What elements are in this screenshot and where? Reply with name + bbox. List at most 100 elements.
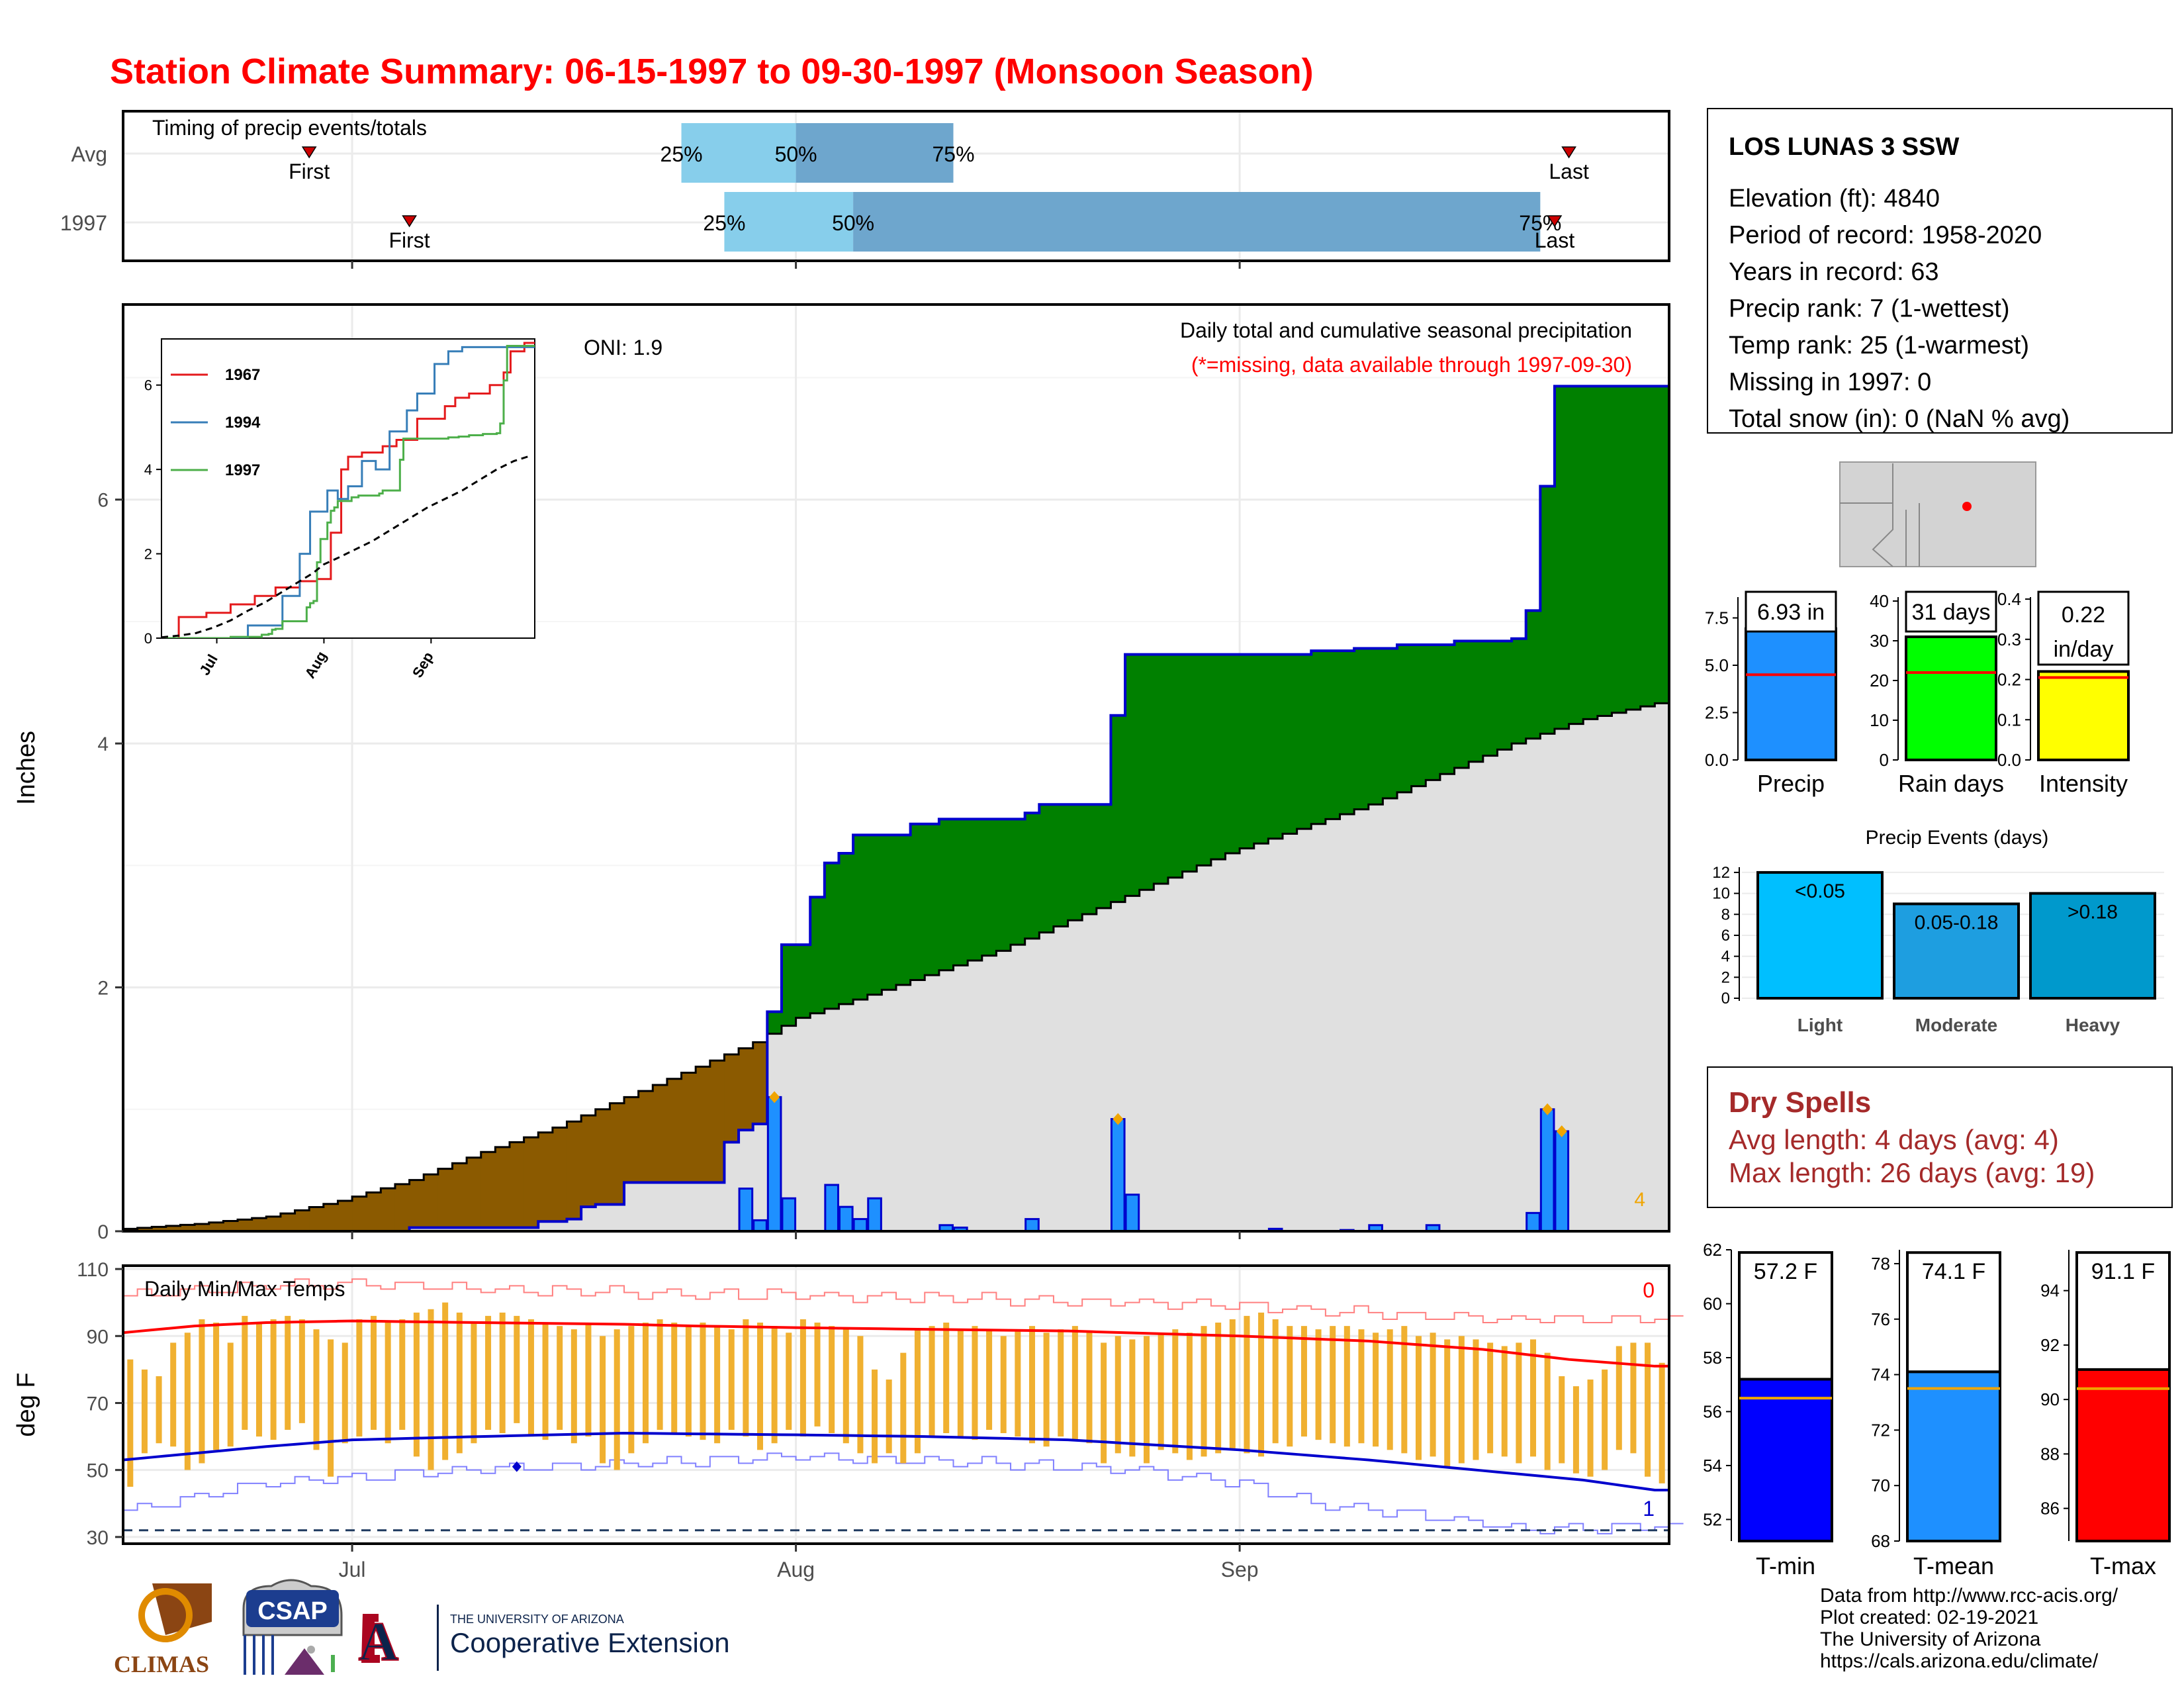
precip-ytick-label: 0 (97, 1221, 109, 1243)
inset-legend-label: 1994 (225, 414, 261, 432)
hot-count: 0 (1643, 1278, 1655, 1302)
inset-ytick-label: 0 (144, 630, 152, 647)
ua-extension-logo: A THE UNIVERSITY OF ARIZONA Cooperative … (358, 1605, 730, 1673)
surplus-area (1039, 804, 1054, 933)
station-info-line: Temp rank: 25 (1-warmest) (1729, 332, 2029, 359)
extreme-precip-marker (1556, 1125, 1567, 1137)
station-location-dot (1962, 502, 1972, 511)
timing-avg-first-label: First (289, 160, 330, 183)
surplus-area (1554, 386, 1570, 729)
surplus-area (1454, 641, 1469, 768)
deficit-area (724, 1054, 739, 1143)
stat-rain-days-tick-label: 0 (1880, 750, 1889, 770)
stat-precip-tick-label: 2.5 (1705, 702, 1729, 722)
page-title: Station Climate Summary: 06-15-1997 to 0… (110, 52, 1314, 91)
timing-1997-q25-q50 (724, 192, 854, 252)
precip-events-panel: Precip Events (days) 0 2 4 6 8 10 12 <0.05 Light… (1712, 827, 2164, 1035)
timing-1997-first-marker (402, 215, 417, 228)
surplus-area (1569, 386, 1584, 724)
stat-rain-days-value-box (1905, 590, 1997, 633)
timing-avg-q25-label: 25% (660, 142, 703, 166)
extreme-precip-marker (769, 1091, 780, 1103)
daily-precip-bar (852, 1218, 868, 1233)
surplus-area (1325, 651, 1341, 820)
temps-panel: 30 50 70 90 110 Jul Aug Sep Daily Min/Max Temps… (13, 1259, 1684, 1581)
events-bar-label: Moderate (1915, 1015, 1997, 1035)
stat-intensity-tick-label: 0.0 (1997, 750, 2021, 770)
temp-t-max-tick-label: 86 (2040, 1499, 2060, 1519)
timing-avg-q50-q75 (796, 123, 954, 183)
temp-t-max-tick-label: 92 (2040, 1335, 2060, 1355)
stat-precip-value-box (1745, 590, 1837, 633)
temp-ytick-label: 50 (87, 1460, 109, 1482)
events-bar-value: >0.18 (2068, 902, 2118, 923)
timing-1997-last-label: Last (1535, 228, 1575, 252)
stat-intensity-tick-label: 0.4 (1997, 589, 2021, 609)
surplus-area (1540, 486, 1555, 734)
daily-precip-bar (1554, 1130, 1570, 1233)
csap-logo: CSAP (242, 1579, 343, 1675)
stat-precip-tick-label: 0.0 (1705, 750, 1729, 770)
surplus-area (767, 1011, 782, 1034)
surplus-area (1154, 654, 1169, 884)
surplus-area (1139, 654, 1154, 890)
inset-line-1967 (161, 342, 535, 638)
surplus-area (1411, 644, 1426, 786)
avg-cumulative-line (123, 702, 1669, 1230)
surplus-area (1068, 804, 1083, 921)
stat-intensity-value-box (2037, 590, 2130, 666)
temps-title: Daily Min/Max Temps (144, 1277, 345, 1301)
deficit-area (638, 1091, 653, 1183)
stat-rain-days-label: Rain days (1898, 770, 2004, 797)
deficit-area (437, 1168, 453, 1228)
precip-ylabel: Inches (13, 731, 40, 805)
temp-t-max-bar (2075, 1368, 2171, 1542)
temp-ytick-label: 30 (87, 1527, 109, 1549)
surplus-area (882, 835, 897, 990)
surplus-area (1096, 804, 1112, 908)
cold-count: 1 (1643, 1497, 1655, 1521)
timing-1997-q25-label: 25% (703, 211, 745, 235)
stat-intensity-value-unit: in/day (2054, 637, 2114, 662)
deficit-area (208, 1222, 224, 1231)
temp-xtick-label: Jul (339, 1558, 366, 1581)
surplus-area (1426, 644, 1441, 780)
timing-1997-q50-label: 50% (832, 211, 874, 235)
surplus-area (1225, 654, 1240, 853)
stat-precip-bar (1745, 627, 1837, 762)
temp-t-max-value: 91.1 F (2091, 1259, 2155, 1284)
deficit-area (366, 1192, 381, 1231)
surplus-area (1053, 804, 1069, 927)
credit-line: The University of Arizona (1820, 1628, 2041, 1650)
surplus-area (1082, 804, 1097, 915)
surplus-area (953, 819, 968, 966)
stat-precip-tick-label: 7.5 (1705, 608, 1729, 628)
deficit-area (137, 1227, 152, 1231)
precip-panel: 0 2 4 6 Inches ONI: 1.9 Daily total and cum… (13, 303, 1670, 1243)
daily-precip-bar (824, 1184, 839, 1233)
surplus-area (896, 835, 911, 985)
surplus-area (1368, 648, 1384, 805)
surplus-area (925, 823, 940, 976)
events-tick-label: 8 (1721, 906, 1730, 923)
surplus-area (1640, 386, 1655, 707)
deficit-area (352, 1196, 367, 1231)
surplus-area (824, 863, 840, 1009)
surplus-area (1297, 654, 1312, 829)
temp-t-mean-value: 74.1 F (1922, 1259, 1985, 1284)
deficit-area (552, 1127, 568, 1222)
inset-legend-label: 1967 (225, 366, 260, 384)
surplus-area (1497, 641, 1512, 750)
surplus-area (996, 819, 1011, 951)
events-bar-heavy (2029, 892, 2156, 1000)
avg-max-line (122, 1319, 1669, 1368)
timing-avg-last-marker (1561, 146, 1576, 159)
surplus-area (853, 835, 868, 1000)
stat-intensity-bar (2037, 670, 2130, 761)
deficit-area (595, 1109, 611, 1205)
surplus-area (1439, 644, 1455, 774)
surplus-area (981, 819, 997, 956)
deficit-area (752, 1042, 768, 1124)
timing-row-year: 1997 (60, 211, 107, 235)
events-tick-label: 6 (1721, 927, 1730, 945)
